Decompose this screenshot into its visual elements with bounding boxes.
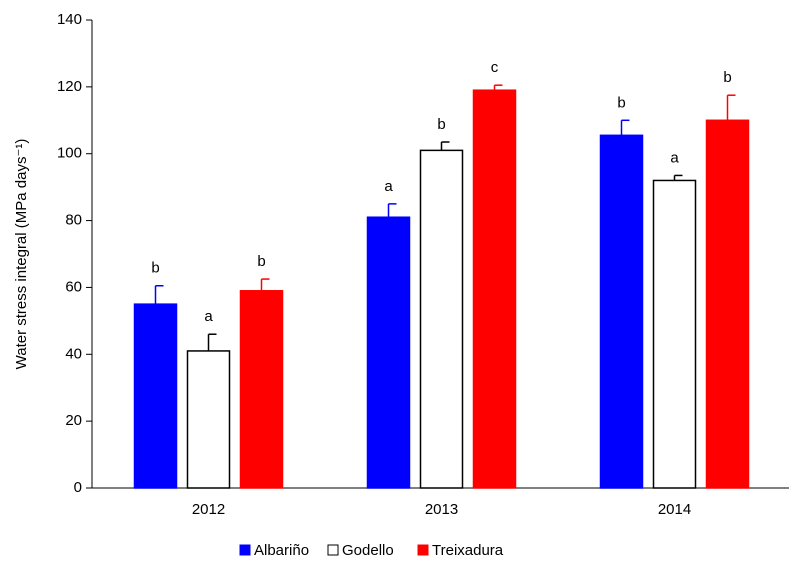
x-tick-label: 2013 [425, 501, 458, 518]
bar [599, 134, 644, 489]
x-tick-label: 2014 [658, 501, 691, 518]
significance-letter: c [491, 59, 499, 76]
bar [366, 216, 411, 489]
bar [239, 290, 284, 489]
legend-swatch [417, 544, 429, 556]
y-axis-title: Water stress integral (MPa days⁻¹) [13, 139, 30, 370]
y-tick-label: 80 [65, 212, 82, 229]
legend-label: Godello [342, 542, 394, 559]
y-tick-label: 20 [65, 412, 82, 429]
legend-swatch [327, 544, 339, 556]
legend-label: Albariño [254, 542, 309, 559]
legend-swatch [239, 544, 251, 556]
significance-letter: b [617, 94, 625, 111]
legend-label: Treixadura [432, 542, 504, 559]
y-tick-label: 100 [57, 145, 82, 162]
y-tick-label: 140 [57, 11, 82, 28]
significance-letter: b [257, 253, 265, 270]
significance-letter: b [437, 116, 445, 133]
bar [186, 350, 231, 489]
bar [133, 303, 178, 489]
bar [419, 149, 464, 489]
significance-letter: a [204, 308, 213, 325]
bar [705, 119, 750, 489]
y-tick-label: 40 [65, 345, 82, 362]
bar [472, 89, 517, 489]
significance-letter: b [151, 260, 159, 277]
y-tick-label: 60 [65, 278, 82, 295]
x-tick-label: 2012 [192, 501, 225, 518]
significance-letter: b [723, 69, 731, 86]
y-tick-label: 120 [57, 78, 82, 95]
bar [652, 179, 697, 489]
significance-letter: a [384, 178, 393, 195]
y-tick-label: 0 [74, 479, 82, 496]
significance-letter: a [670, 149, 679, 166]
